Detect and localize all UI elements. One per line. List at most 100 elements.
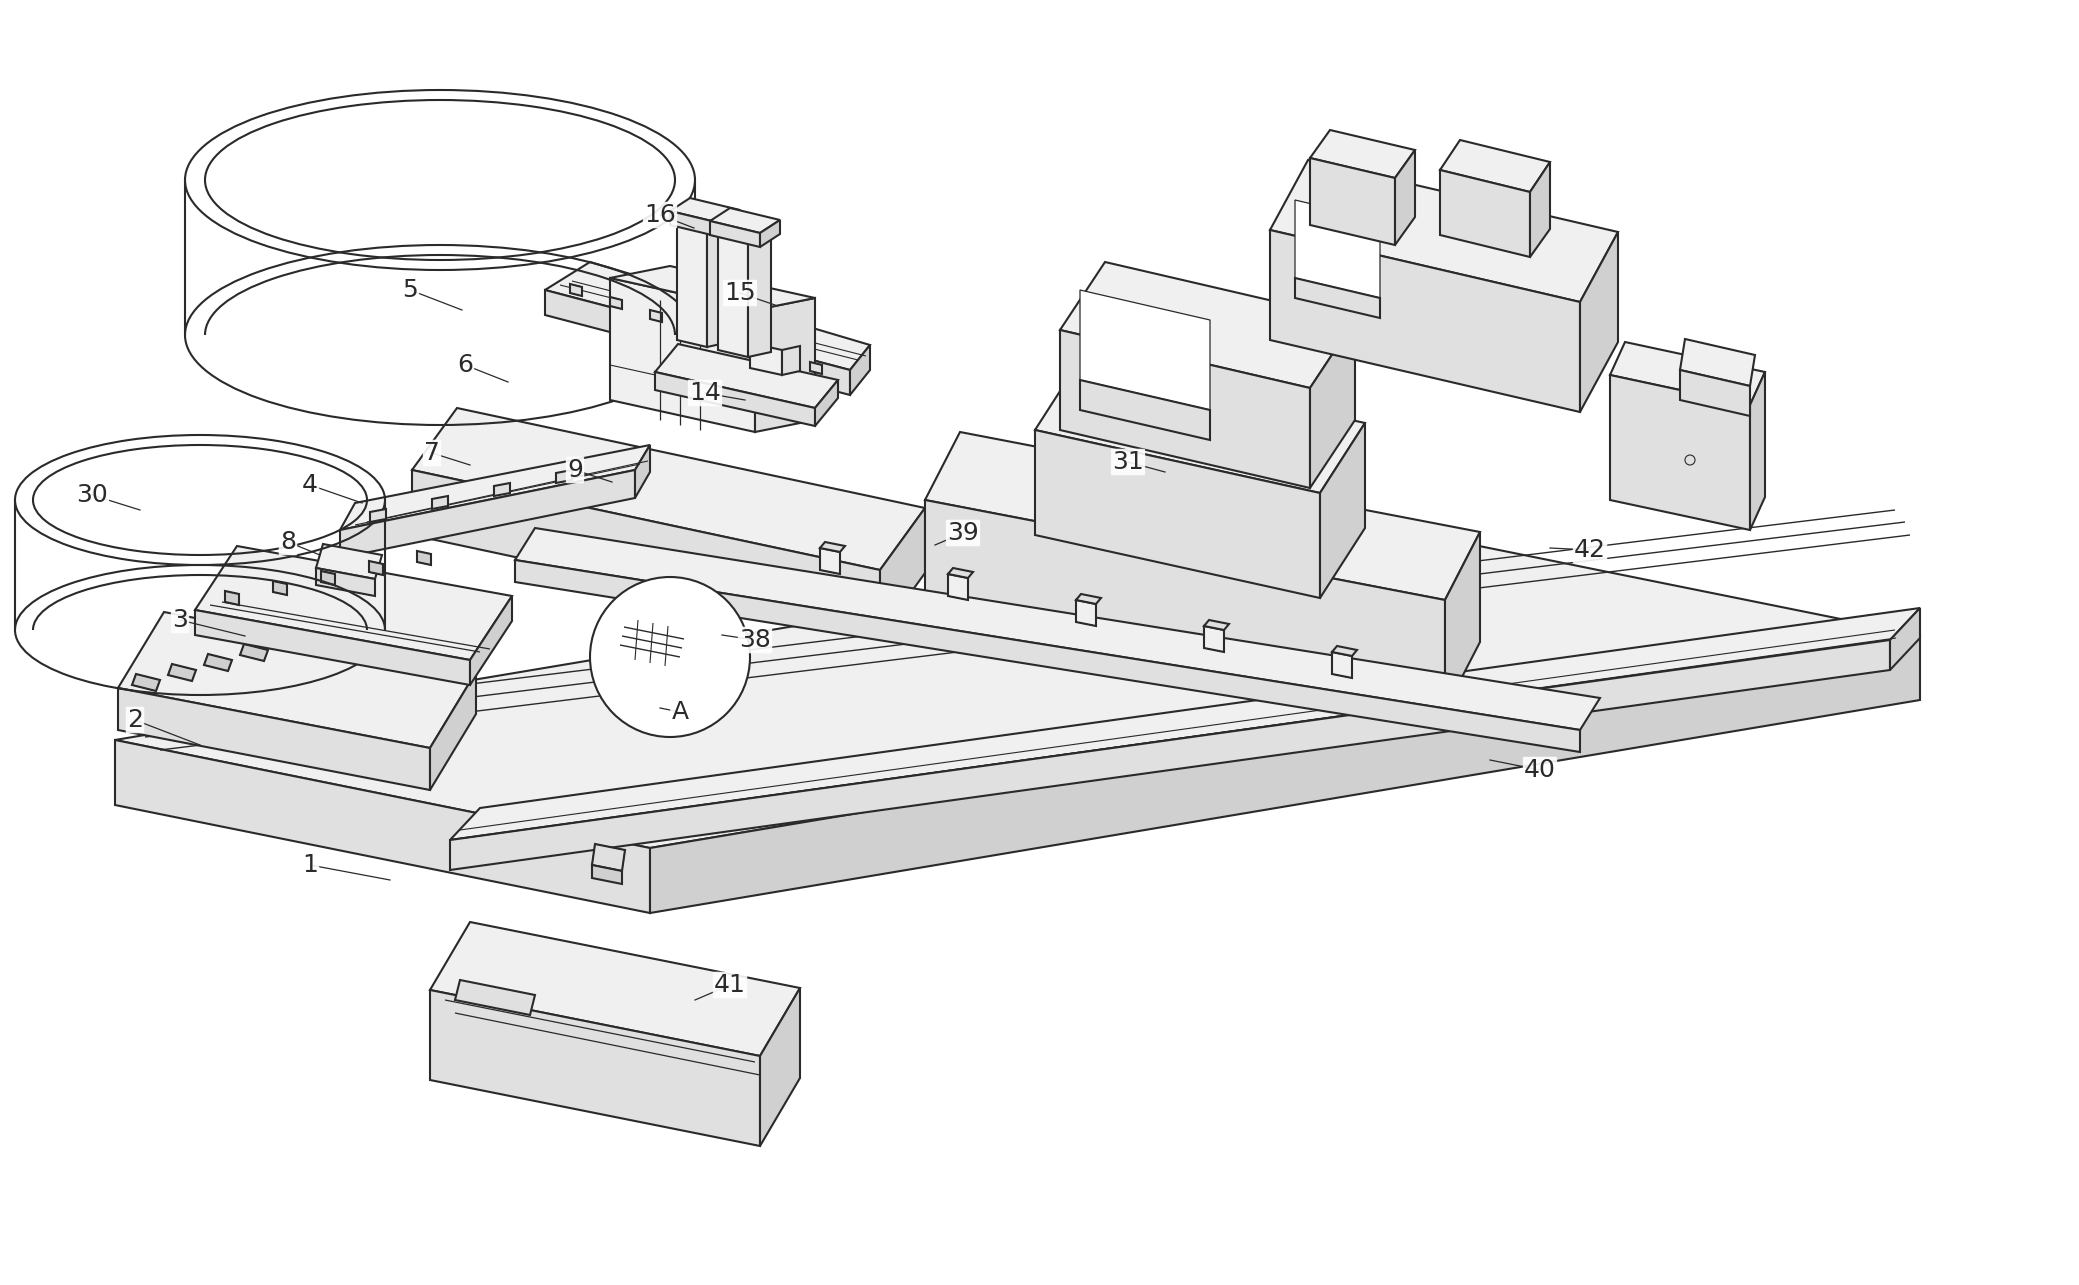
Polygon shape [239,644,268,660]
Polygon shape [432,496,447,509]
Polygon shape [850,344,869,394]
Text: 5: 5 [401,278,418,302]
Polygon shape [879,508,925,635]
Circle shape [1684,455,1694,465]
Polygon shape [1333,646,1358,657]
Polygon shape [412,409,925,571]
Polygon shape [545,262,869,370]
Polygon shape [455,980,534,1015]
Polygon shape [1035,430,1320,598]
Polygon shape [516,560,1580,752]
Polygon shape [418,551,430,565]
Polygon shape [1079,290,1210,410]
Text: 2: 2 [127,708,143,732]
Polygon shape [1035,360,1366,493]
Polygon shape [1204,626,1225,651]
Polygon shape [761,220,780,247]
Polygon shape [593,844,626,871]
Polygon shape [655,371,815,427]
Polygon shape [811,362,821,374]
Text: 6: 6 [457,353,474,377]
Text: 9: 9 [568,457,582,482]
Polygon shape [225,591,239,605]
Polygon shape [669,211,719,236]
Polygon shape [1890,608,1921,669]
Polygon shape [690,323,703,335]
Polygon shape [470,596,511,685]
Polygon shape [1295,278,1380,317]
Polygon shape [655,344,838,409]
Polygon shape [707,213,730,347]
Polygon shape [119,687,430,790]
Polygon shape [316,568,374,596]
Polygon shape [277,634,304,651]
Polygon shape [555,470,572,483]
Polygon shape [1445,532,1480,711]
Polygon shape [717,221,748,357]
Polygon shape [449,640,1890,870]
Polygon shape [1077,600,1096,626]
Polygon shape [1680,370,1751,416]
Polygon shape [570,284,582,296]
Polygon shape [819,547,840,574]
Polygon shape [948,568,973,578]
Polygon shape [609,278,755,432]
Polygon shape [545,290,850,394]
Polygon shape [815,380,838,427]
Polygon shape [761,988,800,1146]
Polygon shape [131,675,160,691]
Polygon shape [782,346,800,375]
Polygon shape [495,483,509,496]
Polygon shape [320,571,335,585]
Polygon shape [634,445,651,499]
Text: 16: 16 [644,203,676,227]
Polygon shape [948,574,969,600]
Polygon shape [1060,262,1356,388]
Text: 39: 39 [948,520,979,545]
Polygon shape [717,216,771,227]
Polygon shape [651,310,661,323]
Polygon shape [1270,230,1580,412]
Text: 4: 4 [301,473,318,497]
Polygon shape [119,612,476,748]
Polygon shape [370,509,387,522]
Polygon shape [819,542,844,553]
Polygon shape [1530,162,1551,257]
Polygon shape [312,625,341,641]
Polygon shape [1680,339,1755,386]
Polygon shape [1077,594,1102,604]
Polygon shape [925,500,1445,711]
Text: 31: 31 [1112,450,1143,474]
Polygon shape [1310,158,1395,245]
Polygon shape [1580,233,1617,412]
Text: 38: 38 [738,628,771,651]
Text: 40: 40 [1524,758,1555,783]
Polygon shape [678,211,707,347]
Polygon shape [449,608,1921,840]
Polygon shape [1295,200,1380,298]
Polygon shape [1310,130,1416,179]
Polygon shape [719,209,740,236]
Polygon shape [1310,320,1356,488]
Polygon shape [412,470,879,635]
Polygon shape [609,266,815,310]
Polygon shape [593,865,622,884]
Polygon shape [430,989,761,1146]
Polygon shape [1609,342,1765,405]
Polygon shape [347,614,376,631]
Polygon shape [168,664,195,681]
Polygon shape [755,298,815,432]
Polygon shape [1609,375,1751,529]
Polygon shape [1441,170,1530,257]
Polygon shape [114,527,1921,848]
Polygon shape [925,432,1480,600]
Polygon shape [430,672,476,790]
Polygon shape [1079,380,1210,439]
Text: 8: 8 [281,529,295,554]
Polygon shape [678,206,730,218]
Polygon shape [195,546,511,660]
Polygon shape [430,923,800,1056]
Polygon shape [1320,423,1366,598]
Text: 15: 15 [723,281,757,305]
Circle shape [590,577,751,738]
